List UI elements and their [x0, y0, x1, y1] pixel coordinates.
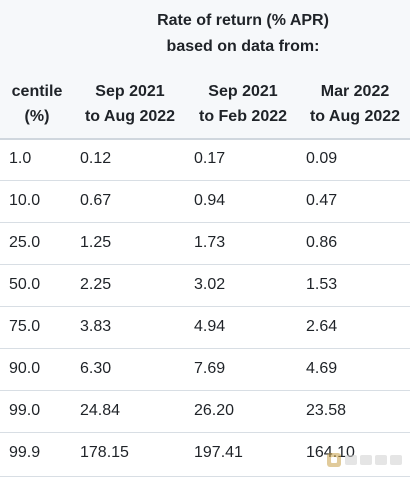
- column-header-line: to Aug 2022: [84, 108, 176, 125]
- table-cell: 25.0: [9, 234, 41, 251]
- column-header-mar22-aug22: Mar 2022 to Aug 2022: [302, 79, 408, 129]
- table-cell: 3.83: [80, 318, 112, 335]
- table-row: 90.0 6.30 7.69 4.69: [0, 348, 410, 391]
- table-cell: 0.94: [194, 192, 226, 209]
- column-header-sep21-feb22: Sep 2021 to Feb 2022: [190, 79, 296, 129]
- table-row: 99.0 24.84 26.20 23.58: [0, 390, 410, 433]
- table-cell: 75.0: [9, 318, 41, 335]
- column-header-line: Mar 2022: [320, 83, 390, 100]
- table-cell: 23.58: [306, 402, 347, 419]
- table-cell: 178.15: [80, 444, 129, 461]
- table-cell: 90.0: [9, 360, 41, 377]
- table-cell: 0.47: [306, 192, 338, 209]
- table-cell: 1.73: [194, 234, 226, 251]
- table-cell: 50.0: [9, 276, 41, 293]
- table-cell: 99.0: [9, 402, 41, 419]
- table-cell: 0.17: [194, 150, 226, 167]
- table-cell: 2.25: [80, 276, 112, 293]
- table-cell: 0.86: [306, 234, 338, 251]
- watermark-logo: [326, 450, 406, 470]
- column-header-line: to Feb 2022: [198, 108, 288, 125]
- column-header-centile: centile (%): [2, 79, 72, 129]
- column-header-line: to Aug 2022: [309, 108, 401, 125]
- table-cell: 4.69: [306, 360, 338, 377]
- table-row: 25.0 1.25 1.73 0.86: [0, 222, 410, 265]
- watermark-logo-icon: [327, 453, 402, 467]
- table-row: 50.0 2.25 3.02 1.53: [0, 264, 410, 307]
- column-header-sep21-aug22: Sep 2021 to Aug 2022: [76, 79, 184, 129]
- table-row: 75.0 3.83 4.94 2.64: [0, 306, 410, 349]
- table-cell: 2.64: [306, 318, 338, 335]
- column-header-line: centile: [11, 83, 63, 100]
- table-cell: 3.02: [194, 276, 226, 293]
- table-cell: 10.0: [9, 192, 41, 209]
- column-header-line: Sep 2021: [95, 83, 165, 100]
- table-cell: 24.84: [80, 402, 121, 419]
- table-cell: 0.67: [80, 192, 112, 209]
- table-header: Rate of return (% APR) based on data fro…: [0, 0, 410, 140]
- table-cell: 1.25: [80, 234, 112, 251]
- column-header-line: (%): [24, 108, 50, 125]
- table-cell: 0.09: [306, 150, 338, 167]
- group-header-line-1: Rate of return (% APR): [157, 12, 329, 29]
- column-header-line: Sep 2021: [208, 83, 278, 100]
- table-cell: 197.41: [194, 444, 243, 461]
- table-cell: 1.0: [9, 150, 32, 167]
- table-cell: 4.94: [194, 318, 226, 335]
- table-cell: 0.12: [80, 150, 112, 167]
- table-cell: 7.69: [194, 360, 226, 377]
- table-row: 99.9 178.15 197.41 164.10: [0, 432, 410, 477]
- table-cell: 99.9: [9, 444, 41, 461]
- table-row: 1.0 0.12 0.17 0.09: [0, 138, 410, 181]
- table-cell: 26.20: [194, 402, 235, 419]
- group-header-line-2: based on data from:: [166, 38, 320, 55]
- table-row: 10.0 0.67 0.94 0.47: [0, 180, 410, 223]
- table-cell: 1.53: [306, 276, 338, 293]
- table-cell: 164.10: [306, 444, 355, 461]
- table-cell: 6.30: [80, 360, 112, 377]
